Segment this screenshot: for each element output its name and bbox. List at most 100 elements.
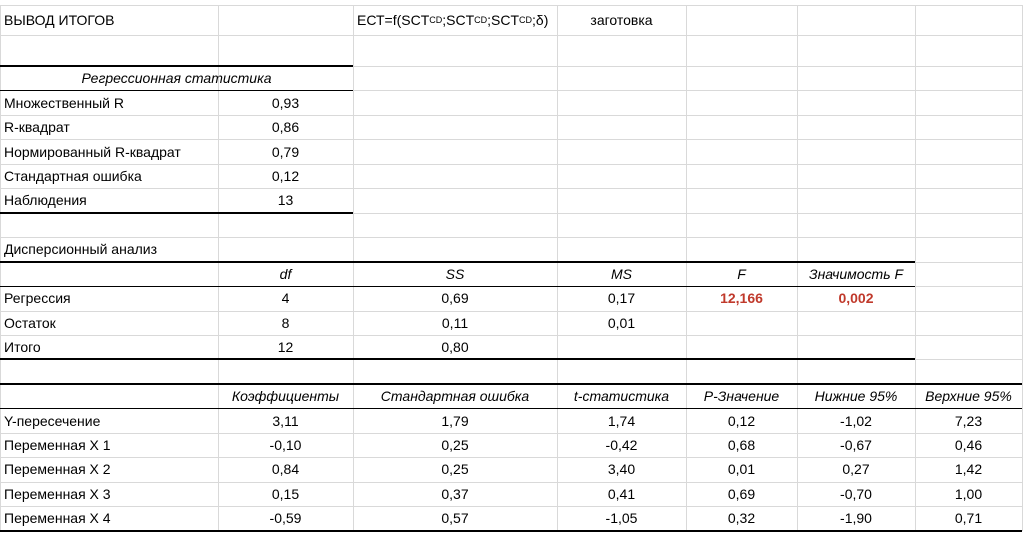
border bbox=[0, 382, 1022, 385]
value: 0,68 bbox=[727, 436, 756, 453]
value: -1,90 bbox=[840, 510, 872, 527]
grid-line bbox=[0, 457, 1022, 459]
border bbox=[0, 211, 353, 214]
grid-line bbox=[557, 5, 558, 531]
row-label: R-квадрат bbox=[4, 119, 70, 136]
grid-line bbox=[797, 5, 798, 531]
grid-line bbox=[0, 334, 1022, 336]
column-header: MS bbox=[611, 265, 632, 282]
column-header: SS bbox=[445, 265, 465, 282]
column-header: P-Значение bbox=[703, 388, 780, 405]
grid-line bbox=[0, 90, 1022, 92]
value: 0,25 bbox=[441, 461, 469, 478]
grid-line bbox=[0, 114, 1022, 116]
value: 0,79 bbox=[271, 143, 300, 160]
formula-part: ;δ) bbox=[532, 12, 549, 28]
value: 0,12 bbox=[271, 168, 300, 185]
value: 12 bbox=[277, 339, 294, 356]
value: 13 bbox=[277, 192, 294, 209]
value: 8 bbox=[281, 314, 290, 331]
value: 0,37 bbox=[441, 485, 469, 502]
column-header: Верхние 95% bbox=[925, 388, 1012, 405]
value: 0,80 bbox=[441, 339, 469, 356]
value: -0,10 bbox=[269, 436, 302, 453]
grid-line bbox=[0, 212, 1022, 214]
column-header: F bbox=[737, 265, 746, 282]
value: 3,11 bbox=[272, 412, 299, 429]
value: 1,74 bbox=[607, 412, 636, 429]
value: 0,27 bbox=[842, 461, 870, 478]
value: 0,25 bbox=[441, 436, 469, 453]
value: 0,46 bbox=[954, 436, 983, 453]
grid-line bbox=[0, 139, 1022, 141]
row-label: Стандартная ошибка bbox=[4, 168, 142, 185]
formula-part: ;SCT bbox=[487, 12, 520, 28]
row-label: Переменная X 4 bbox=[4, 510, 111, 527]
border bbox=[0, 260, 915, 263]
grid-line bbox=[0, 506, 1022, 508]
row-label: Наблюдения bbox=[4, 192, 87, 209]
value: 0,69 bbox=[727, 485, 756, 502]
value: -1,02 bbox=[840, 412, 872, 429]
column-header: Стандартная ошибка bbox=[380, 388, 530, 405]
formula-part: ;SCT bbox=[442, 12, 475, 28]
row-label: Переменная X 3 bbox=[4, 485, 111, 502]
value: 0,71 bbox=[954, 510, 983, 527]
grid-line bbox=[0, 35, 1022, 36]
value: -0,70 bbox=[840, 485, 872, 502]
value: 0,41 bbox=[607, 485, 636, 502]
row-label: Остаток bbox=[4, 314, 56, 331]
value: 3,40 bbox=[607, 461, 636, 478]
formula-part: ЕСТ=f(SCT bbox=[357, 12, 430, 28]
row-label: Y-пересечение bbox=[4, 412, 101, 429]
grid-line bbox=[0, 163, 1022, 165]
grid-line bbox=[0, 5, 1022, 6]
section-title: Дисперсионный анализ bbox=[4, 241, 158, 258]
grid-line bbox=[0, 5, 1, 531]
value: 0,01 bbox=[727, 461, 756, 478]
grid-line bbox=[0, 188, 1022, 190]
row-label: Нормированный R-квадрат bbox=[4, 143, 181, 160]
value: 0,15 bbox=[271, 485, 300, 502]
value: 0,12 bbox=[727, 412, 756, 429]
grid-line bbox=[686, 5, 687, 531]
grid-line bbox=[0, 237, 1022, 239]
formula-subscript: CD bbox=[474, 15, 488, 25]
grid-line bbox=[0, 286, 1022, 288]
value: 1,00 bbox=[954, 485, 983, 502]
value: -0,59 bbox=[269, 510, 302, 527]
row-label: Регрессия bbox=[4, 290, 71, 307]
value: 0,17 bbox=[607, 290, 636, 307]
grid-line bbox=[0, 432, 1022, 434]
section-title: Регрессионная статистика bbox=[81, 70, 272, 87]
value: 0,93 bbox=[271, 94, 300, 111]
border bbox=[0, 89, 353, 91]
grid-line bbox=[353, 5, 354, 531]
value: -1,05 bbox=[605, 510, 638, 527]
column-header: Коэффициенты bbox=[231, 388, 340, 405]
border bbox=[0, 358, 915, 361]
value: 0,84 bbox=[271, 461, 300, 478]
sheet-title: ВЫВОД ИТОГОВ bbox=[4, 12, 115, 28]
value: 12,166 bbox=[720, 290, 763, 307]
column-header: Нижние 95% bbox=[814, 388, 898, 405]
value: 1,79 bbox=[441, 412, 469, 429]
grid-line bbox=[0, 66, 1022, 67]
value: 0,57 bbox=[441, 510, 469, 527]
note: заготовка bbox=[590, 12, 653, 28]
border bbox=[0, 529, 1022, 532]
row-label: Итого bbox=[4, 339, 41, 356]
grid-line bbox=[915, 5, 916, 531]
value: 0,69 bbox=[441, 290, 469, 307]
border bbox=[0, 407, 1022, 409]
value: 0,002 bbox=[838, 290, 874, 307]
column-header: df bbox=[279, 265, 292, 282]
grid-line bbox=[0, 408, 1022, 410]
value: 0,32 bbox=[727, 510, 756, 527]
grid-line bbox=[1022, 5, 1023, 531]
value: 7,23 bbox=[954, 412, 983, 429]
value: 0,86 bbox=[271, 119, 300, 136]
grid-line bbox=[0, 310, 1022, 312]
column-header: Значимость F bbox=[808, 265, 904, 282]
